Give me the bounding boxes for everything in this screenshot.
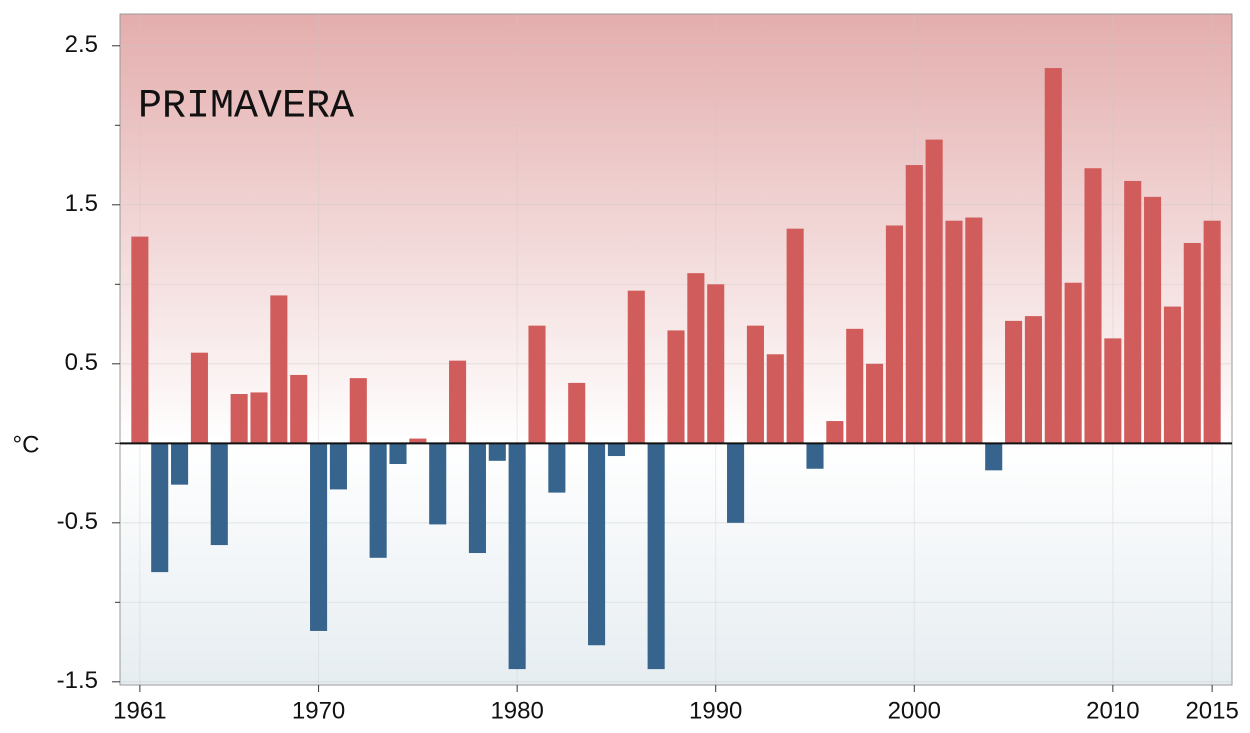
bar [786, 228, 804, 444]
bar [667, 330, 685, 444]
x-tick-label: 2010 [1086, 697, 1139, 724]
bar [1144, 196, 1162, 444]
bar [727, 443, 745, 523]
bar [846, 328, 864, 444]
bar [389, 443, 407, 464]
bar [290, 374, 308, 444]
bar [349, 378, 367, 444]
bar [1024, 316, 1042, 444]
bar [250, 392, 268, 444]
bar [607, 443, 625, 457]
bar [627, 290, 645, 444]
y-axis-label: °C [13, 431, 40, 458]
bar [369, 443, 387, 558]
bar [1084, 168, 1102, 444]
bar [1104, 338, 1122, 444]
bar [647, 443, 665, 670]
bar [508, 443, 526, 670]
bar [687, 273, 705, 444]
bar [429, 443, 447, 525]
bar [548, 443, 566, 493]
bar [985, 443, 1003, 471]
bar [866, 363, 884, 444]
bar [707, 284, 725, 444]
x-tick-label: 1990 [689, 697, 742, 724]
bar [806, 443, 824, 469]
annotation: PRIMAVERA [138, 85, 354, 130]
bar [905, 165, 923, 444]
bar [766, 354, 784, 444]
bar [1044, 68, 1062, 444]
bar [1163, 306, 1181, 444]
bar [488, 443, 506, 461]
bar [965, 217, 983, 444]
bar [528, 325, 546, 444]
bar [329, 443, 347, 490]
bar [468, 443, 486, 554]
x-tick-label: 2000 [888, 697, 941, 724]
y-tick-label: -0.5 [57, 508, 98, 535]
x-tick-label: 1961 [113, 697, 166, 724]
bar [1124, 180, 1142, 444]
x-tick-label: 1970 [292, 697, 345, 724]
x-tick-label: 2015 [1185, 697, 1238, 724]
bar [1183, 242, 1201, 444]
y-tick-label: 0.5 [65, 349, 98, 376]
bar [230, 394, 248, 444]
y-tick-label: 2.5 [65, 31, 98, 58]
y-tick-label: 1.5 [65, 190, 98, 217]
bar [826, 421, 844, 444]
bar [171, 443, 189, 485]
bar [151, 443, 169, 573]
bar [588, 443, 606, 646]
bar [210, 443, 228, 546]
bar [449, 360, 467, 444]
bar [746, 325, 764, 444]
bar [1005, 320, 1023, 444]
bar [310, 443, 328, 631]
bar [1203, 220, 1221, 444]
bar [190, 352, 208, 444]
bar [568, 382, 586, 444]
bar [131, 236, 149, 444]
bar [885, 225, 903, 444]
bar [1064, 282, 1082, 444]
y-tick-label: -1.5 [57, 667, 98, 694]
x-tick-label: 1980 [490, 697, 543, 724]
bar [409, 438, 427, 444]
bar [925, 139, 943, 444]
bar [270, 295, 288, 444]
bar [945, 220, 963, 444]
